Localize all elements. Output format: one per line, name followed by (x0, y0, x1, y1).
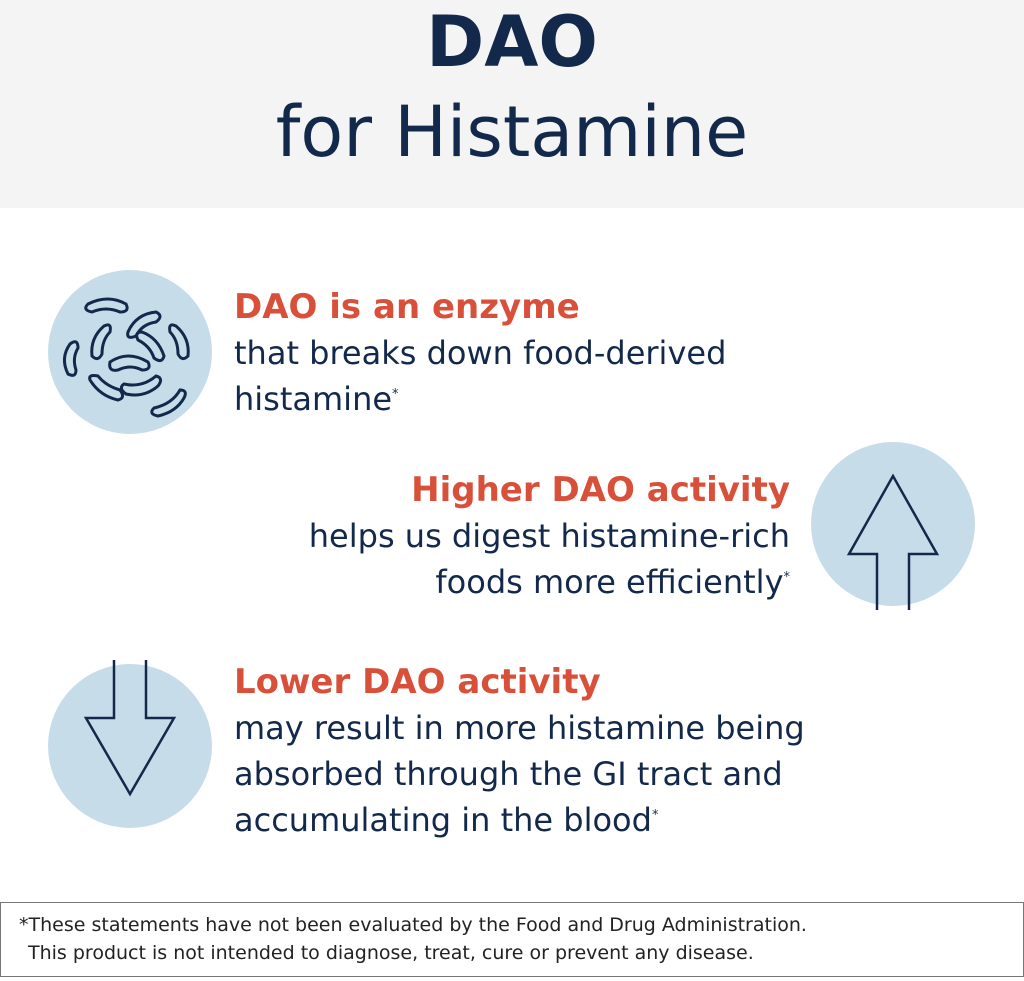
footnote-mark: * (392, 387, 399, 402)
disclaimer-line-2: This product is not intended to diagnose… (28, 942, 754, 964)
text: histamine (234, 380, 393, 418)
section-heading: Higher DAO activity (411, 470, 790, 510)
section-text-line: histamine* (234, 376, 726, 422)
section-lower-activity: Lower DAO activity may result in more hi… (234, 659, 805, 843)
arrow-down-icon (83, 660, 177, 797)
section-text-line: absorbed through the GI tract and (234, 755, 783, 793)
arrow-down-circle (48, 664, 212, 828)
arrow-up-circle (811, 442, 975, 606)
disclaimer-box: *These statements have not been evaluate… (0, 902, 1024, 977)
section-heading: Lower DAO activity (234, 662, 601, 702)
title-dao: DAO (426, 1, 598, 83)
text: foods more efficiently (435, 563, 784, 601)
disclaimer-line-1: *These statements have not been evaluate… (19, 914, 807, 936)
footnote-mark: * (651, 808, 659, 823)
header-banner: DAO for Histamine (0, 0, 1024, 208)
enzyme-bacteria-icon (63, 297, 190, 418)
title-for-histamine: for Histamine (275, 91, 749, 173)
section-text-line: foods more efficiently* (309, 559, 790, 605)
section-higher-activity: Higher DAO activity helps us digest hist… (309, 467, 790, 605)
section-enzyme: DAO is an enzyme that breaks down food-d… (234, 284, 726, 422)
section-text-line: accumulating in the blood* (234, 797, 805, 843)
section-text-line: that breaks down food-derived (234, 334, 727, 372)
text: accumulating in the blood (234, 801, 652, 839)
section-text-line: may result in more histamine being (234, 709, 805, 747)
footnote-mark: * (783, 570, 791, 585)
arrow-up-icon (846, 473, 940, 610)
section-text-line: helps us digest histamine-rich (308, 517, 790, 555)
section-heading: DAO is an enzyme (234, 287, 580, 327)
